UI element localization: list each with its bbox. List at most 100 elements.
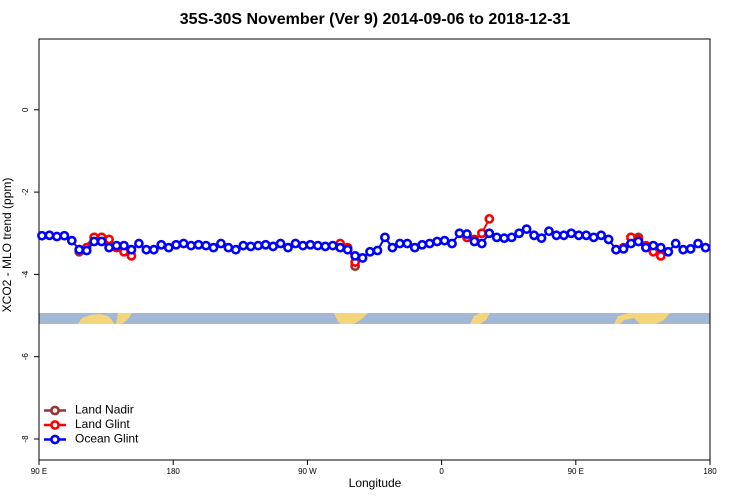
data-point	[111, 240, 122, 251]
data-point	[230, 244, 241, 255]
data-point	[342, 244, 353, 255]
data-point	[283, 242, 293, 253]
data-point	[268, 241, 279, 252]
data-point	[491, 232, 502, 243]
legend-swatch-marker	[50, 420, 60, 430]
data-point	[201, 240, 211, 251]
data-point	[484, 213, 495, 224]
data-point	[119, 240, 129, 251]
data-point	[573, 230, 584, 241]
data-point	[521, 224, 532, 235]
data-point	[163, 242, 174, 253]
map-strip	[39, 313, 710, 324]
data-point	[640, 242, 651, 253]
data-point	[365, 246, 375, 257]
data-point	[581, 230, 592, 241]
data-point	[372, 245, 383, 256]
data-point	[126, 244, 137, 255]
data-point	[148, 244, 159, 255]
data-point	[387, 242, 398, 253]
legend-swatch-marker	[50, 405, 60, 416]
data-point	[104, 234, 114, 245]
data-point	[89, 236, 100, 247]
data-point	[96, 236, 107, 247]
data-point	[74, 244, 85, 255]
data-point	[700, 242, 711, 253]
data-point	[290, 238, 301, 249]
data-point	[335, 242, 346, 253]
data-point	[253, 240, 264, 251]
legend-label: Land Nadir	[75, 403, 134, 417]
data-point	[298, 240, 308, 251]
data-point	[536, 233, 547, 244]
data-point	[394, 238, 405, 249]
data-point	[51, 231, 62, 242]
data-point	[186, 240, 196, 251]
x-tick-label: 180	[167, 467, 181, 476]
y-tick-label: -6	[21, 353, 30, 361]
legend-label: Land Glint	[75, 417, 130, 431]
data-point	[417, 239, 428, 250]
data-point	[409, 242, 420, 253]
data-point	[66, 235, 77, 246]
y-tick-label: -8	[21, 435, 30, 443]
data-point	[216, 238, 226, 249]
data-point	[670, 238, 681, 249]
data-point	[193, 239, 204, 250]
y-axis-label: XCO2 - MLO trend (ppm)	[0, 178, 14, 313]
x-axis-label: Longitude	[349, 476, 402, 490]
data-point	[424, 238, 435, 249]
data-point	[37, 230, 47, 241]
data-point	[551, 230, 562, 241]
data-point	[506, 232, 517, 243]
data-point	[655, 242, 666, 253]
data-point	[178, 238, 189, 249]
data-point	[208, 242, 219, 253]
data-point	[245, 241, 256, 252]
data-point	[44, 230, 55, 241]
data-point	[476, 238, 487, 249]
data-point	[603, 234, 614, 245]
data-point	[238, 240, 249, 251]
data-point	[447, 238, 457, 249]
data-point	[260, 239, 271, 250]
data-point	[529, 230, 539, 241]
data-point	[141, 244, 152, 255]
data-point	[305, 239, 316, 250]
data-point	[685, 243, 696, 254]
data-point	[596, 230, 607, 241]
data-point	[558, 230, 569, 241]
data-point	[327, 240, 338, 251]
data-point	[380, 232, 390, 243]
data-point	[618, 243, 629, 254]
data-point	[514, 228, 525, 239]
data-point	[439, 235, 450, 246]
data-point	[655, 250, 666, 261]
data-point	[626, 238, 636, 249]
x-tick-label: 90 E	[568, 467, 584, 476]
data-point	[633, 236, 644, 247]
data-point	[223, 242, 234, 253]
data-point	[402, 238, 413, 249]
data-point	[469, 236, 480, 247]
data-point	[648, 240, 659, 251]
data-point	[171, 239, 182, 250]
data-point	[104, 242, 114, 253]
data-point	[611, 244, 621, 255]
x-tick-label: 90 E	[31, 467, 47, 476]
x-tick-label: 90 W	[298, 467, 317, 476]
data-point	[693, 238, 703, 249]
data-point	[275, 238, 286, 249]
data-point	[678, 244, 689, 255]
data-point	[134, 238, 144, 249]
data-point	[312, 240, 323, 251]
data-point	[588, 232, 599, 243]
data-point	[544, 226, 554, 237]
y-tick-label: 0	[21, 107, 30, 112]
data-point	[663, 246, 674, 257]
y-tick-label: -4	[21, 270, 30, 278]
x-tick-label: 0	[439, 467, 444, 476]
chart-title: 35S-30S November (Ver 9) 2014-09-06 to 2…	[180, 11, 571, 28]
legend-label: Ocean Glint	[75, 432, 139, 446]
